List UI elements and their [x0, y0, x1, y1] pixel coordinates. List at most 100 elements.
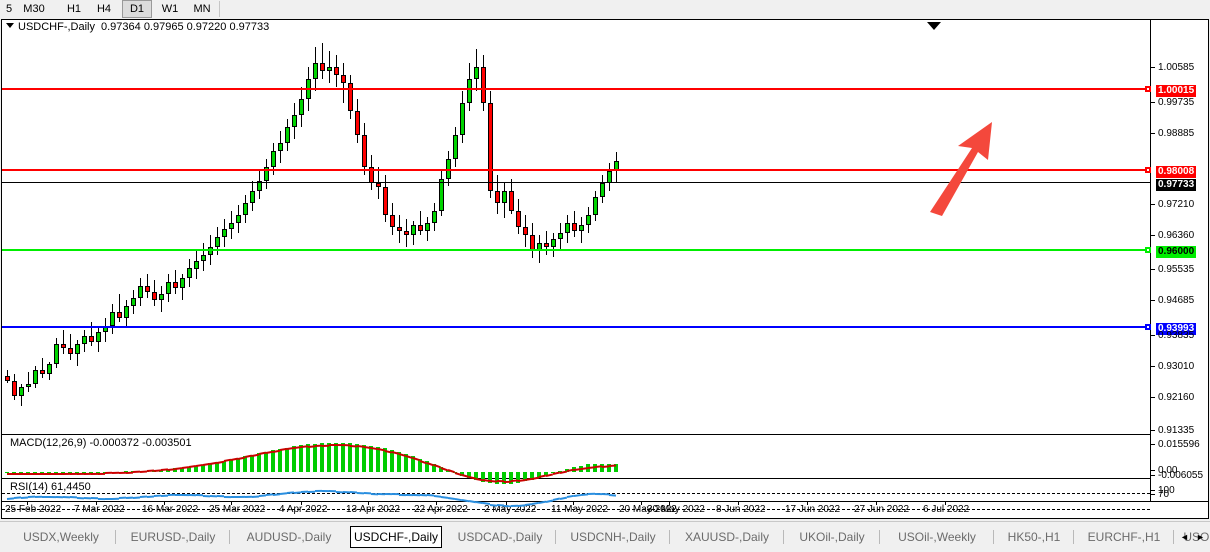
timeframe-button-h1[interactable]: H1 [66, 3, 82, 15]
macd-histogram-bar [285, 447, 289, 472]
rsi-line [174, 494, 183, 497]
macd-signal-line [503, 480, 512, 483]
candlestick-bullish [131, 298, 136, 307]
price-axis-tick [1151, 335, 1155, 336]
macd-axis-label: 0.00 [1158, 465, 1178, 476]
chart-tab-usdcnhdaily[interactable]: USDCNH-,Daily [570, 530, 656, 544]
price-axis-tick [1151, 300, 1155, 301]
macd-signal-line [41, 473, 50, 476]
price-axis-tick [1151, 204, 1155, 205]
price-plot[interactable] [2, 36, 1150, 502]
candlestick-bullish [222, 228, 227, 237]
chart-area[interactable]: USDCHF-,Daily 0.97364 0.97965 0.97220 0.9… [1, 19, 1209, 522]
chart-tab-ukoildaily[interactable]: UKOil-,Daily [799, 530, 865, 544]
candlestick-bearish [572, 222, 577, 231]
chart-tab-usdcaddaily[interactable]: USDCAD-,Daily [457, 530, 543, 544]
tab-scroll-right-icon[interactable]: ► [1196, 532, 1205, 542]
timeframe-button-m30[interactable]: M30 [23, 3, 45, 15]
price-scale[interactable]: 1.00585 1.00015 0.99735 0.98885 0.98008 0.977… [1150, 20, 1208, 522]
timeframe-button-d1[interactable]: D1 [122, 0, 152, 18]
chart-tab-audusddaily[interactable]: AUDUSD-,Daily [246, 530, 332, 544]
macd-histogram-bar [313, 443, 317, 472]
tab-scroll-left-icon[interactable]: ◄ [1180, 532, 1189, 542]
level-handle-resistance-2[interactable] [1145, 167, 1151, 173]
rsi-line [230, 495, 239, 498]
macd-histogram-bar [425, 461, 429, 472]
rsi-line [223, 495, 232, 498]
price-axis-label: 0.92160 [1158, 392, 1195, 403]
chart-tab-usdchfdaily[interactable]: USDCHF-,Daily [350, 526, 442, 548]
time-axis-tick [301, 502, 302, 505]
candlestick-bullish [250, 190, 255, 203]
bullish-arrow-annotation[interactable] [914, 110, 1024, 220]
toolbar-separator [219, 1, 220, 17]
macd-histogram-bar [488, 472, 492, 484]
level-line-resistance-2[interactable] [2, 169, 1150, 171]
price-axis-label: 0.96000 [1156, 246, 1197, 258]
candle-wick [42, 358, 43, 379]
candlestick-bullish [138, 286, 143, 299]
timeframe-button-mn[interactable]: MN [193, 3, 211, 15]
candlestick-bearish [509, 190, 514, 211]
candlestick-bullish [257, 180, 262, 191]
macd-histogram-bar [257, 453, 261, 472]
level-handle-support-1[interactable] [1145, 247, 1151, 253]
chart-tab-hk50h1[interactable]: HK50-,H1 [1007, 530, 1061, 544]
price-axis-tick [1151, 430, 1155, 431]
tab-separator [879, 530, 880, 544]
chart-tab-bar[interactable]: USDX,Weekly EURUSD-,Daily AUDUSD-,Daily USD… [0, 521, 1210, 552]
macd-signal-line [34, 473, 43, 476]
level-line-support-1[interactable] [2, 249, 1150, 251]
candlestick-bullish [124, 306, 129, 319]
chart-tab-usoilweekly[interactable]: USOil-,Weekly [898, 530, 976, 544]
candlestick-bullish [411, 224, 416, 235]
chevron-down-icon[interactable] [6, 23, 14, 28]
macd-histogram-bar [355, 443, 359, 472]
timeframe-button-w1[interactable]: W1 [161, 3, 179, 15]
macd-histogram-bar [495, 472, 499, 485]
macd-histogram-bar [362, 444, 366, 472]
macd-histogram-bar [397, 451, 401, 472]
rsi-line [398, 493, 407, 496]
macd-histogram-bar [194, 465, 198, 472]
chart-tab-usoilh[interactable]: USOil-,H [1183, 530, 1210, 544]
chart-tab-eurusddaily[interactable]: EURUSD-,Daily [130, 530, 216, 544]
candlestick-bullish [327, 66, 332, 71]
price-axis-label: 0.98008 [1156, 166, 1197, 178]
candlestick-bullish [33, 369, 38, 385]
level-line-pivot-1[interactable] [2, 326, 1150, 328]
chart-tab-eurchfh1[interactable]: EURCHF-,H1 [1087, 530, 1161, 544]
macd-histogram-bar [383, 448, 387, 472]
macd-histogram-bar [600, 463, 604, 472]
price-axis-label: 0.95535 [1158, 264, 1195, 275]
candlestick-bullish [285, 126, 290, 143]
macd-signal-line [62, 472, 71, 475]
level-handle-resistance-1[interactable] [1145, 86, 1151, 92]
chart-tab-xauusddaily[interactable]: XAUUSD-,Daily [684, 530, 769, 544]
tab-separator [1173, 530, 1174, 544]
rsi-line [237, 495, 246, 498]
macd-histogram-bar [327, 442, 331, 472]
macd-histogram-bar [208, 463, 212, 472]
candlestick-bearish [404, 230, 409, 235]
level-line-resistance-1[interactable] [2, 88, 1150, 90]
tab-separator [1073, 530, 1074, 544]
level-line-bid-line[interactable] [2, 182, 1150, 183]
tab-separator [669, 530, 670, 544]
timeframe-button-5[interactable]: 5 [5, 3, 13, 15]
macd-histogram-bar [614, 464, 618, 472]
scale-marker-icon [927, 22, 941, 30]
candlestick-bullish [166, 282, 171, 295]
rsi-line [34, 495, 43, 498]
macd-histogram-bar [320, 443, 324, 472]
rsi-line [160, 494, 169, 497]
candlestick-bullish [180, 278, 185, 289]
chart-tab-usdxweekly[interactable]: USDX,Weekly [23, 530, 99, 544]
timeframe-button-h4[interactable]: H4 [96, 3, 112, 15]
candle-wick [343, 62, 344, 103]
level-handle-pivot-1[interactable] [1145, 324, 1151, 330]
rsi-axis-label: 70 [1158, 489, 1170, 500]
macd-indicator-label: MACD(12,26,9) -0.000372 -0.003501 [8, 437, 194, 449]
candle-wick [119, 294, 120, 323]
